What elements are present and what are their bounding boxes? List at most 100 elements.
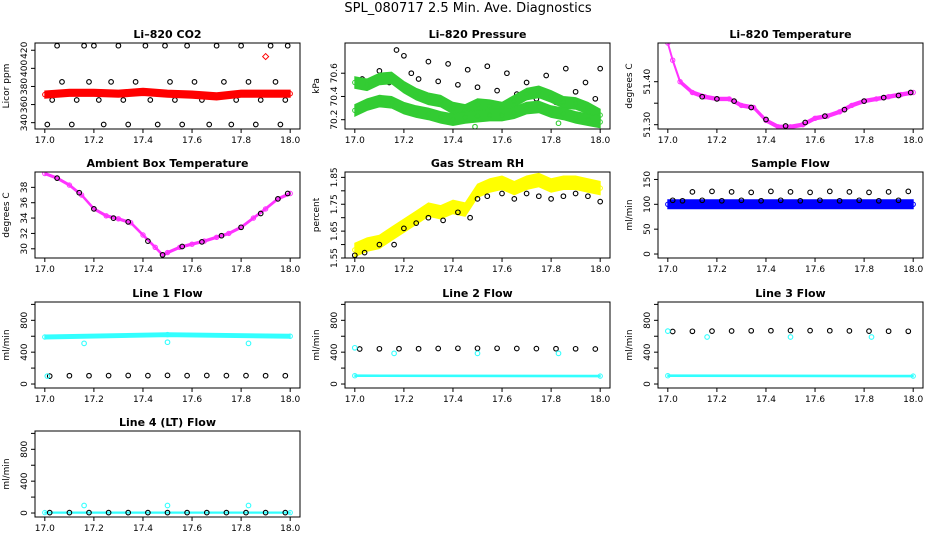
band-point	[352, 79, 358, 86]
data-point	[472, 123, 478, 129]
band-point	[364, 101, 370, 108]
plot-area	[42, 331, 293, 379]
band-point	[388, 99, 395, 106]
y-tick-label: 1.75	[330, 194, 340, 214]
data-point	[238, 43, 244, 49]
band-point	[425, 206, 432, 213]
data-point	[455, 209, 461, 216]
band-point	[425, 96, 432, 102]
x-tick-label: 18.0	[280, 395, 300, 405]
data-point	[592, 346, 599, 352]
x-tick-label: 18.0	[590, 265, 610, 275]
data-point	[184, 372, 190, 379]
band-point	[523, 180, 530, 186]
panel-title: Gas Stream RH	[431, 157, 524, 170]
data-point	[856, 197, 863, 204]
data-point	[73, 97, 80, 103]
data-point	[223, 372, 230, 379]
plot-area	[665, 43, 916, 129]
x-tick-label: 18.0	[280, 524, 300, 534]
x-tick-label: 17.2	[84, 524, 104, 534]
data-point	[875, 197, 882, 204]
data-point	[267, 43, 274, 49]
data-point	[203, 372, 210, 379]
band-point	[499, 112, 505, 118]
band-point	[548, 93, 554, 100]
band-point	[164, 249, 171, 256]
x-tick-label: 17.8	[541, 136, 561, 146]
x-tick-label: 17.4	[443, 136, 463, 146]
y-tick-label: 360	[20, 96, 30, 113]
y-axis-label: degrees C	[625, 63, 635, 108]
band-point	[523, 91, 530, 97]
data-point	[95, 97, 102, 103]
data-point	[802, 119, 809, 126]
band-point	[115, 91, 122, 97]
data-point	[351, 344, 358, 351]
data-point	[714, 96, 720, 102]
data-point	[361, 249, 368, 256]
data-point	[401, 52, 407, 59]
plot-area	[351, 172, 604, 258]
panel-title: Li–820 CO2	[133, 28, 201, 41]
band-point	[487, 103, 493, 109]
x-tick-label: 17.4	[133, 265, 153, 275]
panel-4: Ambient Box Temperature degrees C 17.0 17.2…	[2, 157, 301, 275]
data-point	[221, 79, 227, 85]
y-tick-label: 30	[20, 243, 30, 255]
x-tick-label: 17.2	[84, 395, 104, 405]
y-tick-label: 70.4	[330, 86, 340, 106]
band-point	[548, 182, 554, 189]
y-tick-label: 340	[20, 114, 30, 131]
data-point	[262, 372, 269, 379]
data-point	[81, 502, 87, 509]
band-point	[164, 91, 171, 97]
band-point	[536, 104, 542, 110]
band-point	[42, 91, 48, 98]
y-tick-label: 51.30	[643, 112, 653, 138]
series-band-yellow	[354, 172, 601, 258]
data-point	[880, 94, 887, 101]
data-point	[523, 190, 530, 197]
x-tick-label: 17.6	[805, 395, 825, 405]
data-point	[846, 189, 853, 195]
x-tick-label: 17.4	[443, 395, 463, 405]
band-point	[523, 105, 530, 111]
data-point	[474, 196, 481, 202]
x-tick-label: 18.0	[903, 136, 923, 146]
data-point	[257, 97, 264, 103]
panel-8: Line 2 Flow ml/min 17.0 17.2 17.4 17.6 17.8 18.…	[312, 287, 611, 405]
data-point	[245, 502, 252, 509]
band-point	[164, 331, 171, 338]
y-tick-label: 380	[20, 78, 30, 95]
x-tick-label: 17.4	[756, 136, 776, 146]
x-tick-label: 17.8	[541, 265, 561, 275]
band-point	[238, 91, 244, 97]
data-point	[142, 43, 149, 49]
y-tick-label: 0	[20, 381, 30, 387]
y-tick-label: 36	[20, 197, 30, 209]
band-point	[873, 96, 880, 102]
data-point	[179, 243, 186, 250]
data-point	[243, 509, 249, 516]
y-axis-label: ml/min	[625, 329, 635, 360]
band-point	[262, 91, 269, 97]
data-point	[125, 219, 132, 225]
panel-title: Sample Flow	[751, 157, 830, 170]
x-tick-label: 17.6	[182, 524, 202, 534]
data-point	[572, 345, 579, 352]
x-tick-label: 17.8	[541, 395, 561, 405]
panel-title: Line 3 Flow	[755, 287, 825, 300]
data-point	[562, 65, 569, 72]
data-point	[597, 198, 604, 205]
data-point	[100, 121, 107, 128]
band-point	[401, 105, 407, 111]
data-point	[396, 345, 402, 352]
band-point	[677, 79, 683, 85]
data-point	[455, 81, 461, 88]
data-point	[699, 93, 706, 100]
data-point	[826, 327, 833, 334]
data-point	[356, 346, 363, 352]
y-axis-label: ml/min	[312, 329, 322, 360]
data-point	[425, 58, 432, 65]
